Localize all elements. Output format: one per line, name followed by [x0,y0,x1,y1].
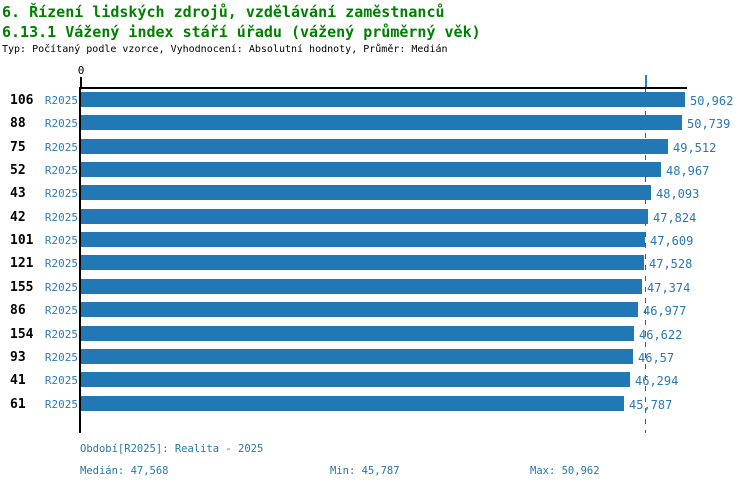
row-period-label: R2025 [44,117,78,131]
axis-zero-label: 0 [77,64,85,77]
row-period-label: R2025 [44,187,78,201]
row-id-label: 52 [10,163,26,179]
bar-value-label: 46,977 [643,304,687,319]
chart-row: 52 R2025 48,967 [0,162,750,178]
chart-row: 41 R2025 46,294 [0,372,750,388]
value-bar[interactable] [81,208,648,224]
chart-row: 88 R2025 50,739 [0,115,750,131]
median-line [645,89,646,433]
row-period-label: R2025 [44,374,78,388]
value-bar[interactable] [81,138,668,154]
bar-value-label: 46,57 [638,350,675,365]
bar-value-label: 47,528 [649,257,693,272]
bar-value-label: 47,824 [653,210,697,225]
row-period-label: R2025 [44,350,78,364]
value-bar[interactable] [81,115,682,131]
value-bar[interactable] [81,185,651,201]
row-id-label: 88 [10,116,26,132]
row-period-label: R2025 [44,327,78,341]
min-stat: Min: 45,787 [330,465,400,477]
report-meta: Typ: Počítaný podle vzorce, Vyhodnocení:… [2,44,448,55]
median-stat: Medián: 47,568 [80,465,169,477]
value-bar[interactable] [81,162,661,178]
value-bar[interactable] [81,255,644,271]
report-title-line2: 6.13.1 Vážený index stáří úřadu (vážený … [2,23,481,41]
row-id-label: 121 [10,256,34,272]
bar-value-label: 48,967 [666,164,710,179]
row-id-label: 154 [10,326,34,342]
row-period-label: R2025 [44,94,78,107]
row-period-label: R2025 [44,210,78,224]
y-axis-line [79,87,81,433]
row-id-label: 101 [10,233,34,249]
bar-value-label: 47,374 [647,280,691,295]
row-period-label: R2025 [44,164,78,178]
bar-value-label: 46,294 [635,374,679,389]
value-bar[interactable] [81,372,630,388]
value-bar[interactable] [81,278,642,294]
row-id-label: 93 [10,349,26,365]
chart-row: 93 R2025 46,57 [0,348,750,365]
value-bar[interactable] [81,302,638,318]
period-label: Období[R2025]: Realita - 2025 [80,443,264,455]
bar-value-label: 46,622 [639,327,683,342]
report-title-line1: 6. Řízení lidských zdrojů, vzdělávání za… [2,3,445,21]
row-id-label: 106 [10,93,34,108]
value-bar[interactable] [81,92,685,107]
row-id-label: 155 [10,279,34,295]
chart-row: 75 R2025 49,512 [0,138,750,155]
chart-row: 42 R2025 47,824 [0,208,750,225]
row-period-label: R2025 [44,304,78,318]
bar-value-label: 47,609 [650,234,694,249]
row-id-label: 75 [10,139,26,155]
chart-row: 154 R2025 46,622 [0,325,750,342]
value-bar[interactable] [81,232,645,248]
row-period-label: R2025 [44,257,78,271]
chart-row: 43 R2025 48,093 [0,185,750,201]
chart-row: 101 R2025 47,609 [0,232,750,248]
row-period-label: R2025 [44,140,78,154]
bar-value-label: 48,093 [656,187,700,202]
chart-row: 86 R2025 46,977 [0,302,750,318]
value-bar[interactable] [81,325,634,341]
axis-zero-tick [80,77,82,88]
row-period-label: R2025 [44,280,78,294]
row-id-label: 61 [10,396,26,412]
bar-value-label: 50,962 [690,94,734,108]
bar-value-label: 45,787 [629,397,673,412]
chart-row: 61 R2025 45,787 [0,395,750,412]
row-id-label: 42 [10,209,26,225]
row-id-label: 86 [10,303,26,319]
bar-value-label: 49,512 [673,140,717,155]
chart-row: 106 R2025 50,962 [0,92,750,108]
max-stat: Max: 50,962 [530,465,600,477]
value-bar[interactable] [81,348,633,364]
x-axis-line [79,87,687,89]
median-tick [645,75,647,87]
chart-row: 121 R2025 47,528 [0,255,750,271]
row-period-label: R2025 [44,234,78,248]
row-period-label: R2025 [44,397,78,411]
row-id-label: 41 [10,373,26,389]
row-id-label: 43 [10,186,26,202]
bar-value-label: 50,739 [687,117,731,132]
chart-row: 155 R2025 47,374 [0,278,750,295]
value-bar[interactable] [81,395,624,411]
